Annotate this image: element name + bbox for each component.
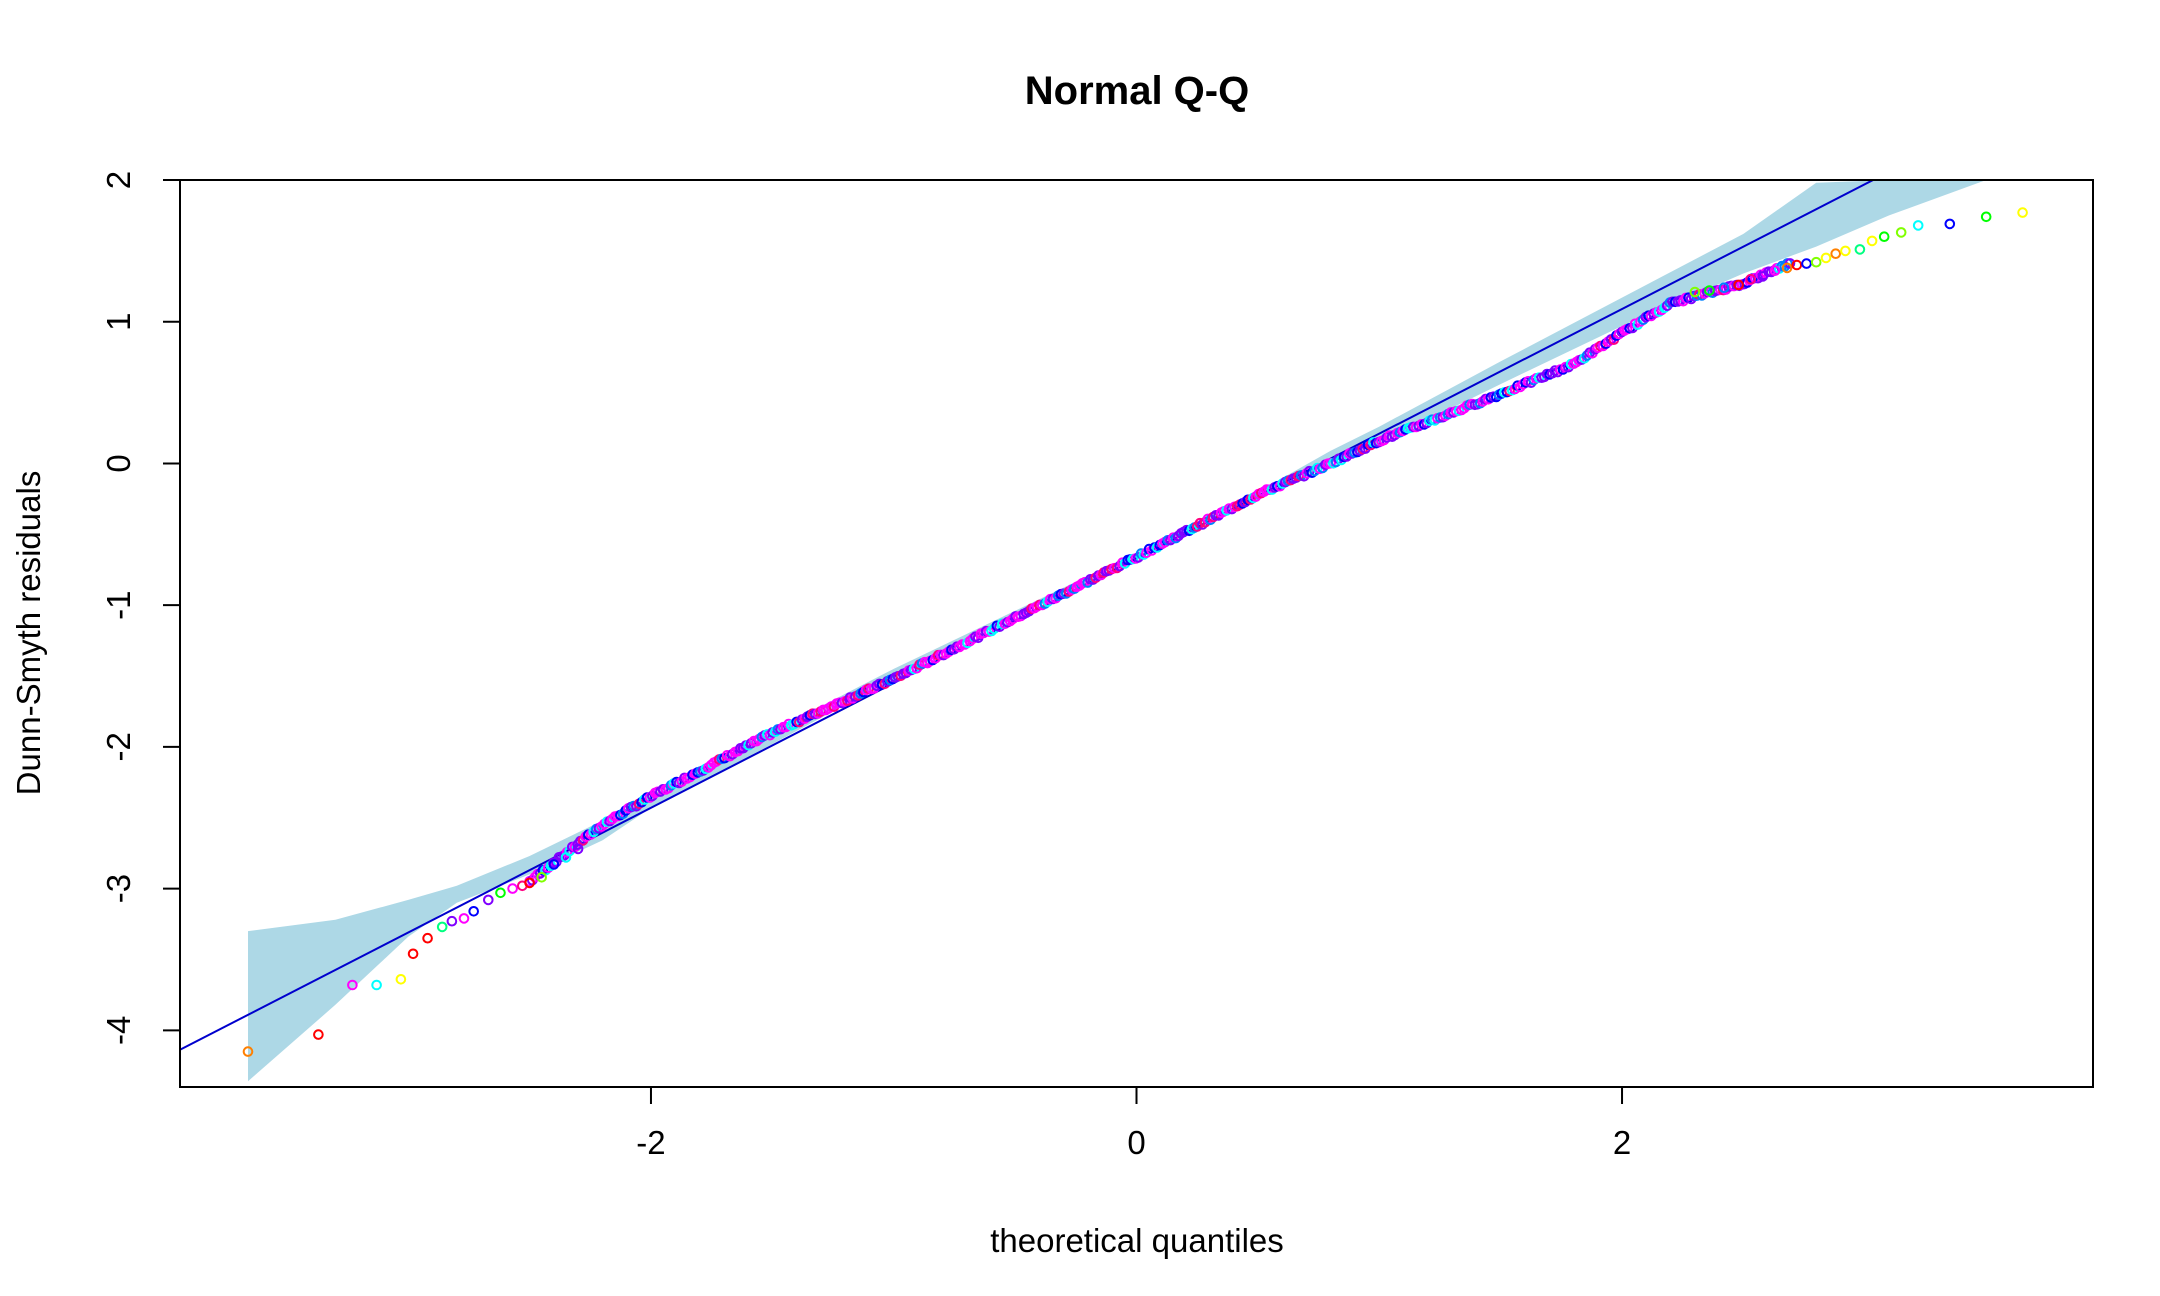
x-axis: -2 0 2 (636, 1086, 1631, 1161)
residual-point (560, 852, 572, 863)
residual-point (1477, 396, 1489, 407)
residual-point (1781, 262, 1793, 274)
residual-point (371, 979, 382, 991)
residual-point (1341, 451, 1352, 462)
residual-point (1820, 252, 1832, 264)
residual-point (732, 745, 744, 757)
plot-area (179, 179, 2094, 1088)
residual-point (395, 974, 407, 985)
residual-point (2017, 207, 2028, 218)
residual-point (1733, 279, 1744, 291)
residual-point (607, 813, 618, 825)
chart-title: Normal Q-Q (1025, 69, 1249, 113)
residual-point (1866, 235, 1878, 247)
residual-point (895, 670, 907, 682)
residual-point (1547, 368, 1558, 379)
residual-point (527, 874, 538, 886)
x-tick-label: 2 (1613, 1124, 1631, 1161)
residual-point (422, 932, 433, 944)
residual-point (1769, 265, 1781, 277)
residual-point (536, 872, 548, 883)
residual-point (1745, 273, 1756, 285)
residual-point (599, 818, 610, 830)
residual-point (770, 726, 781, 738)
y-tick-label: -3 (100, 874, 137, 903)
residual-point (1579, 353, 1590, 364)
residual-point (1226, 503, 1238, 515)
residual-point (1689, 286, 1701, 298)
y-tick-label: -1 (100, 590, 137, 619)
residual-point (988, 623, 1000, 635)
residual-point (1830, 248, 1841, 259)
residual-point (1810, 256, 1822, 268)
residual-point (1718, 282, 1730, 294)
residual-point (900, 667, 912, 679)
y-tick-label: 2 (100, 171, 137, 189)
residual-point (727, 748, 738, 760)
residual-point (1197, 519, 1208, 530)
plot-frame (179, 179, 2094, 1088)
y-axis: -4 -3 -2 -1 0 1 2 (100, 171, 181, 1045)
residual-point (1944, 218, 1956, 230)
residual-point (1557, 364, 1569, 375)
residual-point (242, 1046, 254, 1057)
residual-point (719, 752, 730, 764)
residual-point (1801, 258, 1812, 269)
residual-point (1146, 545, 1158, 556)
residual-point (483, 894, 494, 906)
residual-point (585, 829, 597, 840)
residual-point (1757, 271, 1769, 282)
residual-point (580, 831, 592, 843)
residual-point (1581, 350, 1593, 361)
residual-point (458, 913, 470, 924)
residual-points (242, 207, 2028, 1057)
x-tick-label: 0 (1127, 1124, 1145, 1161)
residual-point (1023, 605, 1035, 617)
residual-point (548, 859, 560, 870)
y-tick-label: -4 (100, 1016, 137, 1045)
residual-point (495, 887, 506, 899)
residual-point (954, 641, 965, 653)
residual-point (1552, 366, 1563, 378)
residual-point (572, 843, 584, 855)
residual-point (788, 718, 800, 730)
y-tick-label: 1 (100, 313, 137, 331)
residual-point (1854, 244, 1866, 255)
residual-point (507, 883, 518, 894)
residual-point (1878, 231, 1890, 242)
residual-point (737, 742, 749, 754)
residual-point (1980, 211, 1992, 223)
residual-point (436, 921, 448, 933)
residual-point (1240, 496, 1251, 508)
residual-point (1840, 245, 1851, 257)
residual-point (1165, 534, 1176, 546)
residual-point (407, 948, 419, 960)
residual-point (1791, 259, 1803, 271)
residual-point (446, 915, 458, 927)
y-tick-label: 0 (100, 454, 137, 472)
residual-point (313, 1029, 324, 1040)
residual-point (524, 877, 535, 889)
residual-point (994, 621, 1005, 633)
y-tick-label: -2 (100, 732, 137, 761)
residual-point (1603, 336, 1614, 347)
y-axis-label: Dunn-Smyth residuals (10, 471, 47, 796)
residual-point (468, 906, 480, 917)
residual-point (1704, 285, 1715, 296)
residual-point (1090, 572, 1101, 584)
x-tick-label: -2 (636, 1124, 665, 1161)
residual-point (347, 979, 358, 991)
residual-point (1912, 220, 1924, 231)
residual-point (745, 738, 757, 749)
x-axis-label: theoretical quantiles (990, 1222, 1284, 1259)
residual-point (948, 644, 960, 655)
confidence-band (248, 180, 1987, 1082)
residual-point (922, 657, 933, 669)
residual-point (1895, 227, 1907, 238)
